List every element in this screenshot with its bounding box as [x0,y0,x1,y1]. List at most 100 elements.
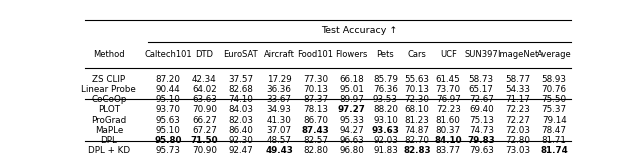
Text: 72.30: 72.30 [404,95,429,104]
Text: 79.83: 79.83 [467,136,495,145]
Text: 92.03: 92.03 [373,136,398,145]
Text: 70.90: 70.90 [192,146,217,155]
Text: 93.70: 93.70 [156,105,180,114]
Text: 82.80: 82.80 [303,146,328,155]
Text: 93.53: 93.53 [373,95,398,104]
Text: Method: Method [93,50,125,59]
Text: 78.13: 78.13 [303,105,328,114]
Text: 80.37: 80.37 [436,126,461,135]
Text: 75.50: 75.50 [541,95,566,104]
Text: 73.70: 73.70 [436,85,461,94]
Text: 91.83: 91.83 [373,146,398,155]
Text: 75.37: 75.37 [541,105,566,114]
Text: 86.70: 86.70 [303,116,328,125]
Text: 82.68: 82.68 [228,85,253,94]
Text: 81.74: 81.74 [540,146,568,155]
Text: 37.07: 37.07 [267,126,292,135]
Text: 54.33: 54.33 [506,85,531,94]
Text: UCF: UCF [440,50,456,59]
Text: 84.03: 84.03 [228,105,253,114]
Text: 92.30: 92.30 [228,136,253,145]
Text: 79.14: 79.14 [542,116,566,125]
Text: EuroSAT: EuroSAT [223,50,258,59]
Text: Aircraft: Aircraft [264,50,294,59]
Text: 37.57: 37.57 [228,75,253,84]
Text: ImageNet: ImageNet [497,50,539,59]
Text: 74.10: 74.10 [228,95,253,104]
Text: 75.13: 75.13 [468,116,493,125]
Text: 66.18: 66.18 [339,75,364,84]
Text: 93.10: 93.10 [373,116,398,125]
Text: 81.23: 81.23 [404,116,429,125]
Text: DPL: DPL [100,136,117,145]
Text: 96.63: 96.63 [339,136,364,145]
Text: 82.57: 82.57 [303,136,328,145]
Text: 85.79: 85.79 [373,75,398,84]
Text: Flowers: Flowers [335,50,368,59]
Text: 87.37: 87.37 [303,95,328,104]
Text: 76.97: 76.97 [436,95,461,104]
Text: 86.40: 86.40 [228,126,253,135]
Text: 67.27: 67.27 [192,126,217,135]
Text: 95.73: 95.73 [156,146,180,155]
Text: 17.29: 17.29 [267,75,292,84]
Text: 72.80: 72.80 [506,136,531,145]
Text: 42.34: 42.34 [192,75,217,84]
Text: 92.47: 92.47 [228,146,253,155]
Text: 36.36: 36.36 [267,85,292,94]
Text: 95.10: 95.10 [156,126,180,135]
Text: 87.43: 87.43 [301,126,330,135]
Text: 58.93: 58.93 [541,75,566,84]
Text: 95.33: 95.33 [339,116,364,125]
Text: 70.13: 70.13 [303,85,328,94]
Text: 72.23: 72.23 [436,105,461,114]
Text: 34.93: 34.93 [267,105,292,114]
Text: Cars: Cars [408,50,426,59]
Text: 63.63: 63.63 [192,95,217,104]
Text: PLOT: PLOT [98,105,120,114]
Text: Caltech101: Caltech101 [145,50,192,59]
Text: 82.83: 82.83 [403,146,431,155]
Text: Test Accuracy ↑: Test Accuracy ↑ [321,26,397,35]
Text: 70.90: 70.90 [192,105,217,114]
Text: 77.30: 77.30 [303,75,328,84]
Text: 72.03: 72.03 [506,126,531,135]
Text: Food101: Food101 [298,50,333,59]
Text: 74.73: 74.73 [468,126,493,135]
Text: 55.63: 55.63 [404,75,429,84]
Text: 95.80: 95.80 [154,136,182,145]
Text: Linear Probe: Linear Probe [81,85,136,94]
Text: 41.30: 41.30 [267,116,292,125]
Text: 72.23: 72.23 [506,105,531,114]
Text: 72.67: 72.67 [469,95,493,104]
Text: 82.70: 82.70 [404,136,429,145]
Text: 61.45: 61.45 [436,75,461,84]
Text: Average: Average [537,50,572,59]
Text: 58.77: 58.77 [506,75,531,84]
Text: Pets: Pets [376,50,394,59]
Text: 64.02: 64.02 [192,85,217,94]
Text: SUN397: SUN397 [465,50,498,59]
Text: 70.13: 70.13 [404,85,429,94]
Text: 87.20: 87.20 [156,75,180,84]
Text: 73.03: 73.03 [506,146,531,155]
Text: 95.10: 95.10 [156,95,180,104]
Text: 74.87: 74.87 [404,126,429,135]
Text: 93.63: 93.63 [371,126,399,135]
Text: 72.27: 72.27 [506,116,531,125]
Text: 70.76: 70.76 [541,85,566,94]
Text: 81.60: 81.60 [436,116,461,125]
Text: 95.63: 95.63 [156,116,180,125]
Text: 69.40: 69.40 [469,105,493,114]
Text: 88.20: 88.20 [373,105,398,114]
Text: 84.10: 84.10 [435,136,462,145]
Text: 58.73: 58.73 [468,75,494,84]
Text: 68.10: 68.10 [404,105,429,114]
Text: 94.27: 94.27 [339,126,364,135]
Text: 33.67: 33.67 [267,95,292,104]
Text: 81.71: 81.71 [541,136,566,145]
Text: 71.17: 71.17 [506,95,531,104]
Text: 65.17: 65.17 [469,85,493,94]
Text: 83.77: 83.77 [436,146,461,155]
Text: 78.47: 78.47 [541,126,566,135]
